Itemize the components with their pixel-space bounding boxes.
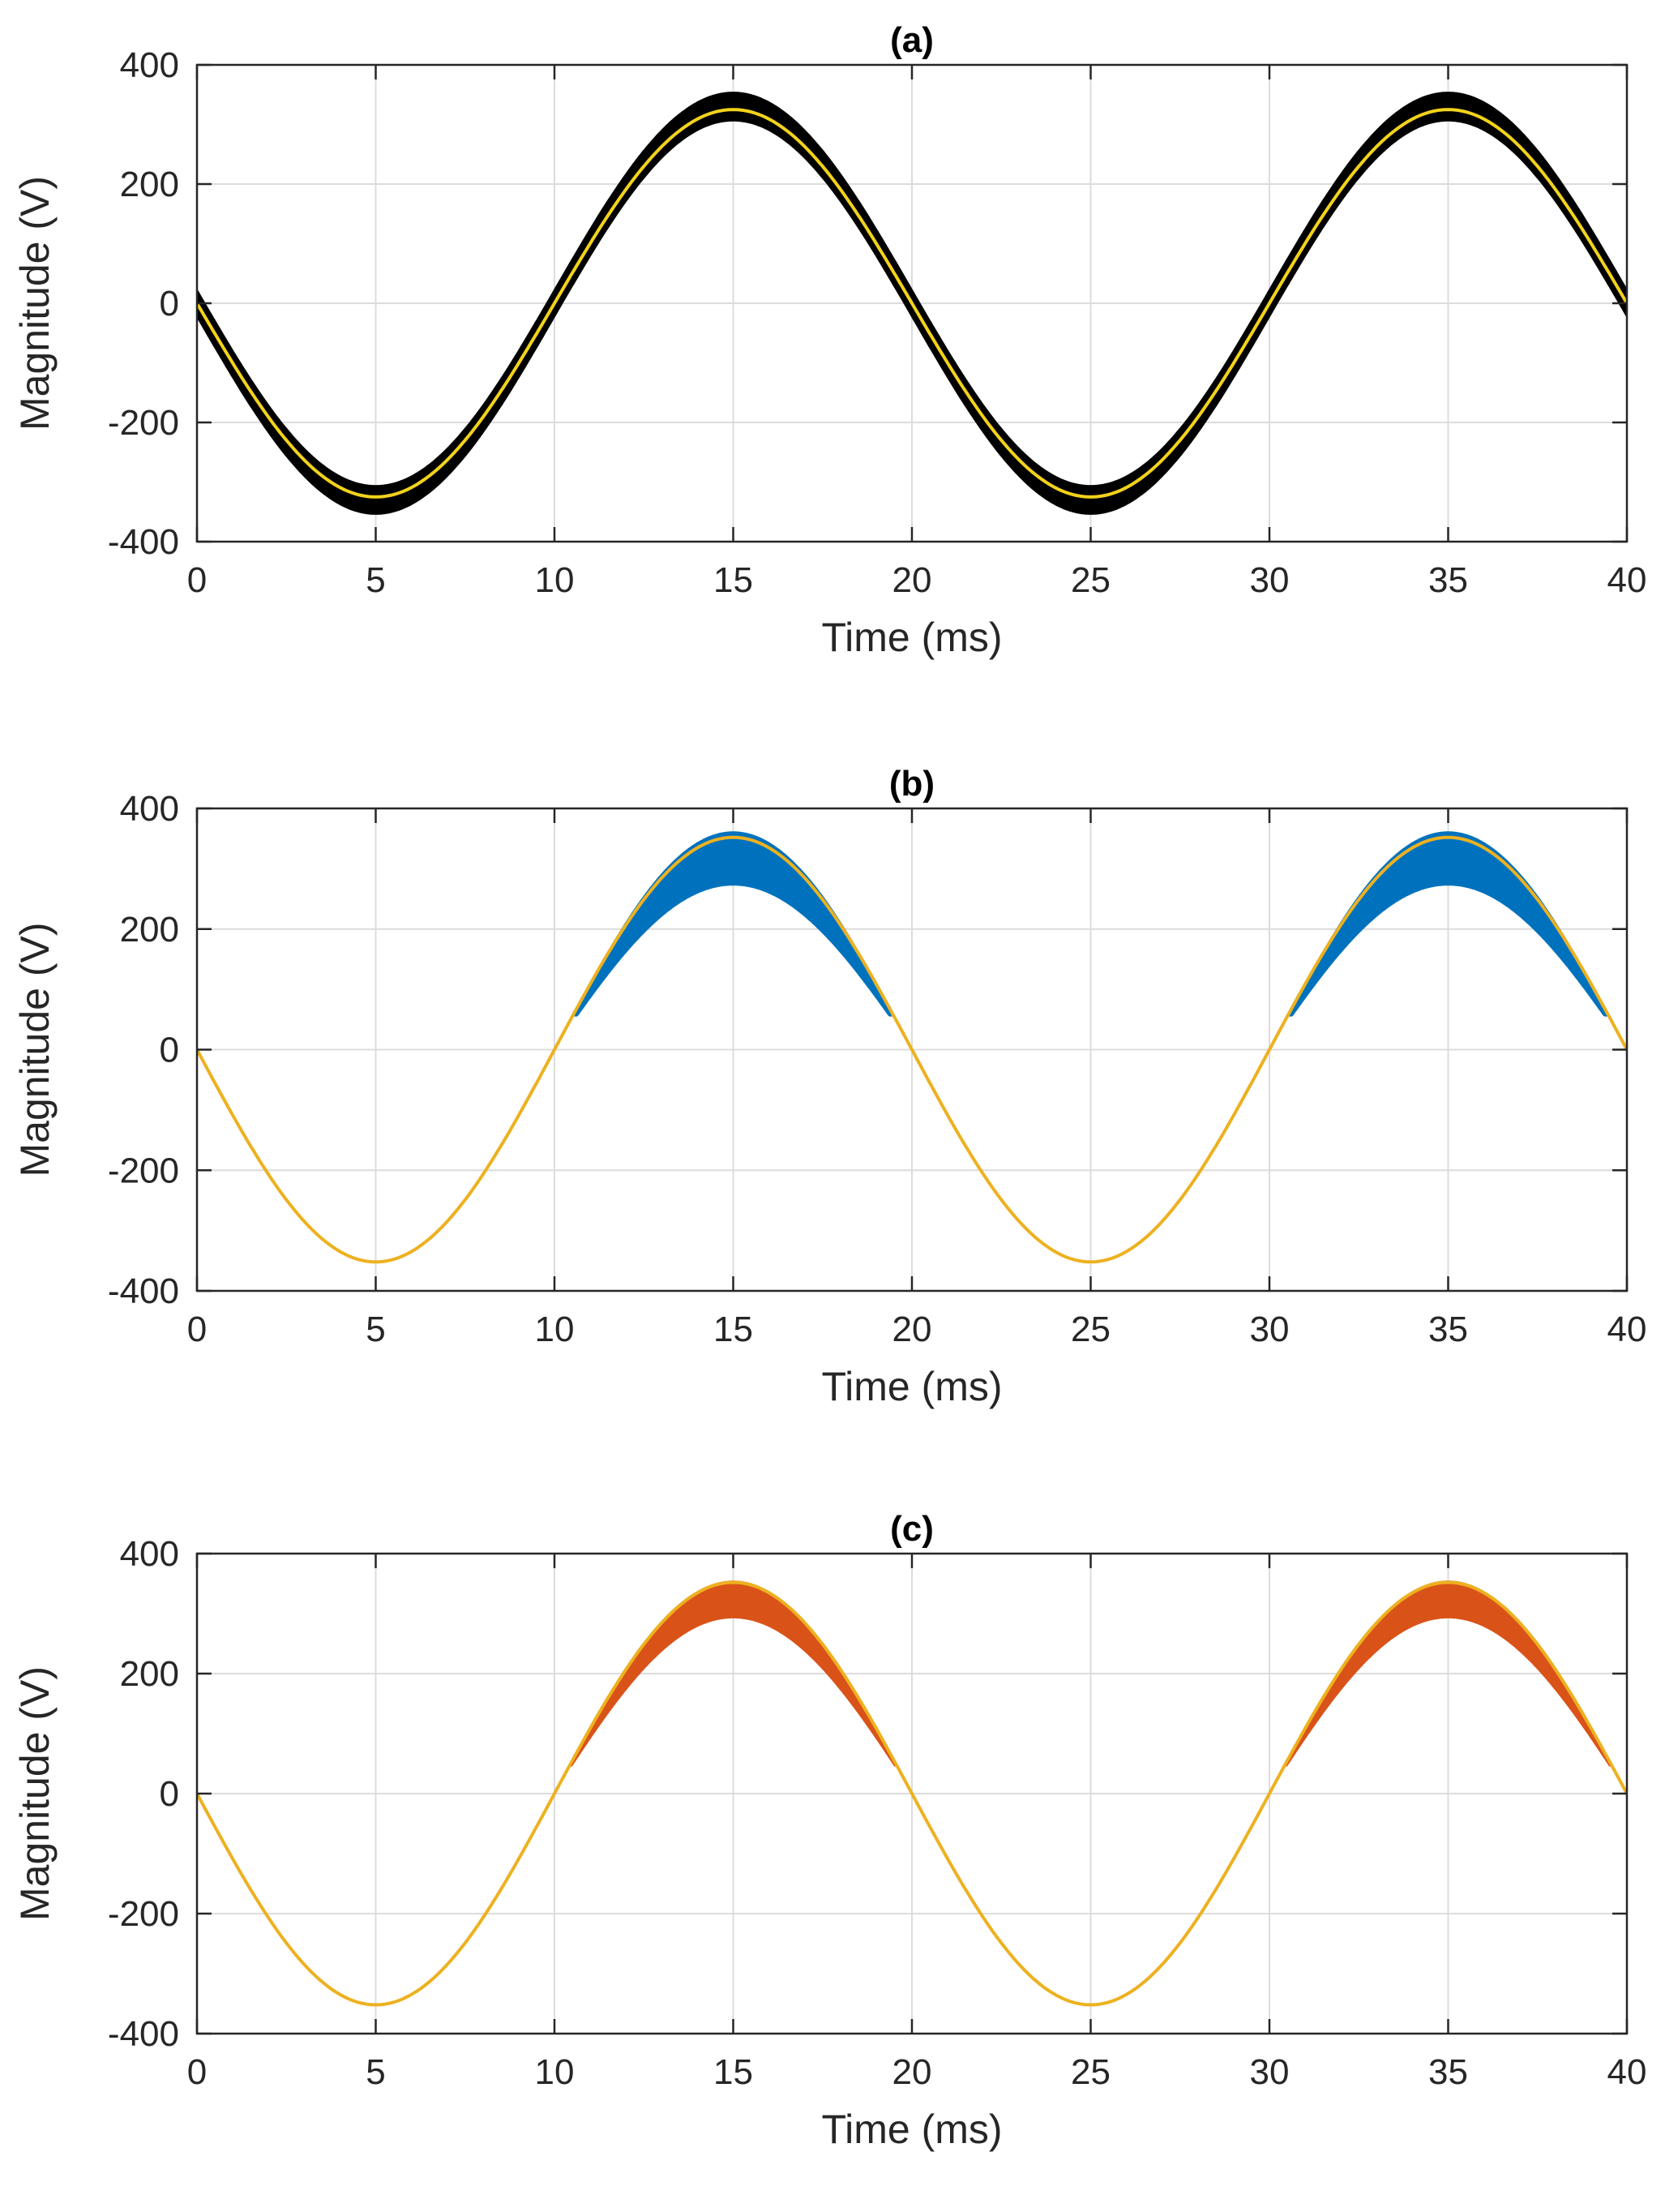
data-layer [197, 831, 1627, 1264]
panel-b: 0 5 10 15 20 25 30 35 40 400 200 0 -200 -400 (b) Time (… [12, 764, 1646, 1409]
panel-a: 0 5 10 15 20 25 30 35 40 400 200 0 -200 -400 (a) Time (… [12, 20, 1646, 660]
series-1-line [197, 108, 1627, 499]
x-tick-label: 35 [1428, 2052, 1468, 2092]
series-1-line [197, 1580, 1627, 2007]
data-layer [197, 1580, 1627, 2007]
x-tick-label: 5 [366, 2052, 385, 2092]
y-tick-label: -200 [108, 1894, 179, 1934]
x-tick-label: 5 [366, 560, 385, 600]
x-tick-label: 20 [892, 2052, 932, 2092]
panel-title: (c) [890, 1509, 934, 1549]
series-0-band-2 [1282, 1580, 1614, 1769]
y-tick-label: 400 [120, 1534, 179, 1574]
y-tick-label: 200 [120, 165, 179, 204]
y-tick-label: 400 [120, 789, 179, 829]
x-tick-label: 30 [1250, 560, 1290, 600]
y-tick-label: 400 [120, 45, 179, 85]
y-tick-label: -400 [108, 2014, 179, 2054]
y-axis-label: Magnitude (V) [12, 176, 58, 431]
x-tick-label: 10 [535, 2052, 575, 2092]
x-tick-label: 25 [1071, 560, 1111, 600]
x-tick-label: 10 [535, 560, 575, 600]
y-axis-label: Magnitude (V) [12, 1666, 58, 1921]
x-tick-label: 40 [1607, 2052, 1647, 2092]
y-tick-label: 0 [160, 1031, 179, 1070]
x-tick-label: 40 [1607, 560, 1647, 600]
y-tick-label: 0 [160, 284, 179, 324]
x-tick-label: 15 [713, 1310, 753, 1349]
y-tick-label: 200 [120, 1654, 179, 1694]
y-tick-label: -200 [108, 403, 179, 443]
x-tick-label: 0 [187, 2052, 207, 2092]
x-tick-label: 40 [1607, 1310, 1647, 1349]
series-0-band-1 [567, 1580, 899, 1769]
y-tick-label: 200 [120, 910, 179, 950]
y-tick-label: -400 [108, 522, 179, 562]
y-tick-label: 0 [160, 1774, 179, 1814]
x-axis-label: Time (ms) [821, 615, 1002, 660]
x-tick-label: 30 [1250, 2052, 1290, 2092]
x-tick-label: 35 [1428, 1310, 1468, 1349]
x-tick-label: 5 [366, 1310, 385, 1349]
series-0-band-2 [1286, 831, 1611, 1018]
x-tick-label: 30 [1250, 1310, 1290, 1349]
x-tick-label: 20 [892, 560, 932, 600]
x-axis-label: Time (ms) [821, 1364, 1002, 1409]
y-tick-label: -200 [108, 1151, 179, 1190]
x-tick-label: 35 [1428, 560, 1468, 600]
x-tick-label: 25 [1071, 2052, 1111, 2092]
x-tick-label: 20 [892, 1310, 932, 1349]
panel-c: 0 5 10 15 20 25 30 35 40 400 200 0 -200 -400 (c) Time (… [12, 1509, 1646, 2152]
series-0-band-1 [571, 831, 896, 1018]
y-axis-label: Magnitude (V) [12, 922, 58, 1177]
panel-title: (b) [889, 764, 935, 804]
x-tick-label: 0 [187, 560, 207, 600]
data-layer [197, 92, 1627, 515]
x-tick-label: 25 [1071, 1310, 1111, 1349]
x-tick-label: 15 [713, 2052, 753, 2092]
panel-title: (a) [890, 20, 934, 60]
x-tick-label: 0 [187, 1310, 207, 1349]
x-tick-label: 15 [713, 560, 753, 600]
series-1-line [197, 835, 1627, 1264]
x-axis-label: Time (ms) [821, 2107, 1002, 2152]
y-tick-label: -400 [108, 1271, 179, 1311]
x-tick-label: 10 [535, 1310, 575, 1349]
